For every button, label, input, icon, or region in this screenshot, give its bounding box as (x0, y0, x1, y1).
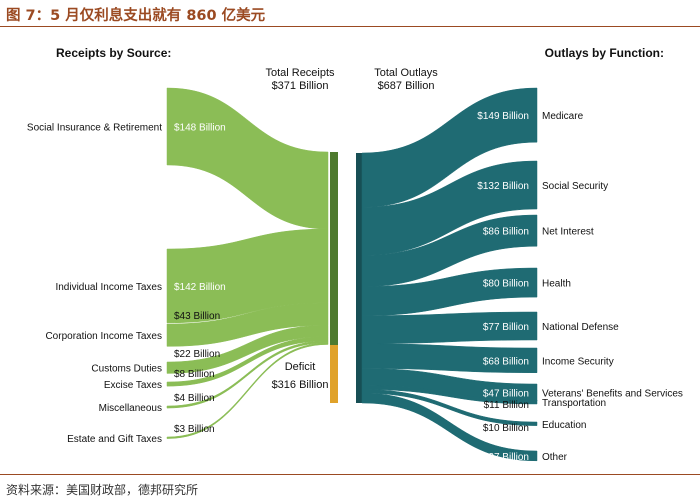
outlays-panel-title: Outlays by Function: (545, 46, 664, 60)
receipt-category-label-0: Social Insurance & Retirement (27, 122, 162, 133)
outlay-value-label-5: $68 Billion (483, 356, 529, 367)
outlay-category-label-8: Education (542, 420, 586, 431)
outlay-value-label-7: $11 Billion (484, 400, 529, 411)
outlay-value-label-3: $80 Billion (483, 279, 529, 290)
total-outlays-label: Total Outlays (374, 67, 438, 79)
receipt-value-label-6: $3 Billion (174, 424, 215, 435)
deficit-bar (330, 345, 338, 403)
receipt-category-label-4: Excise Taxes (104, 380, 162, 391)
outlay-category-label-9: Other (542, 452, 568, 463)
receipt-flow-0 (166, 87, 329, 230)
receipt-value-label-1: $142 Billion (174, 282, 226, 293)
receipt-category-label-1: Individual Income Taxes (55, 282, 162, 293)
receipt-category-label-6: Estate and Gift Taxes (67, 434, 162, 445)
outlay-category-label-1: Social Security (542, 181, 608, 192)
outlay-value-label-6: $47 Billion (483, 389, 529, 400)
source-note: 资料来源：美国财政部，德邦研究所 (6, 483, 199, 497)
outlay-category-label-3: Health (542, 279, 571, 290)
outlay-category-label-6: Veterans' Benefits and Services (542, 389, 683, 400)
receipts-panel-title: Receipts by Source: (56, 46, 171, 60)
outlay-flow-3 (361, 267, 538, 316)
outlay-flow-5 (361, 343, 538, 373)
receipt-value-label-0: $148 Billion (174, 122, 226, 133)
total-outlays-bar (356, 153, 362, 403)
outlay-flow-1 (361, 160, 538, 256)
outlay-category-label-4: National Defense (542, 322, 619, 333)
outlay-value-label-2: $86 Billion (483, 227, 529, 238)
receipt-category-label-3: Customs Duties (91, 364, 162, 375)
outlay-flow-8 (361, 389, 538, 426)
outlay-value-label-0: $149 Billion (477, 111, 529, 122)
outlay-flow-0 (361, 87, 538, 208)
outlay-value-label-8: $10 Billion (483, 423, 529, 434)
outlay-flow-2 (361, 214, 538, 287)
source-divider (0, 474, 700, 475)
outlay-value-label-4: $77 Billion (483, 322, 529, 333)
figure-title: 图 7：5 月仅利息支出就有 860 亿美元 (6, 8, 266, 24)
receipt-value-label-4: $8 Billion (174, 369, 215, 380)
outlay-category-label-7: Transportation (542, 398, 606, 409)
total-outlays-value: $687 Billion (378, 80, 435, 92)
receipt-value-label-2: $43 Billion (174, 311, 220, 322)
outlay-category-label-5: Income Security (542, 356, 614, 367)
receipt-category-label-5: Miscellaneous (99, 403, 162, 414)
outlay-category-label-0: Medicare (542, 111, 584, 122)
total-receipts-bar (330, 152, 338, 345)
total-receipts-value: $371 Billion (272, 80, 329, 92)
outlay-value-label-9: $27 Billion (483, 452, 529, 463)
outlay-flow-4 (361, 311, 538, 344)
title-divider (0, 26, 700, 27)
receipt-category-label-2: Corporation Income Taxes (45, 331, 162, 342)
receipt-flow-6 (166, 342, 329, 439)
outlay-category-label-2: Net Interest (542, 227, 594, 238)
deficit-label: Deficit (285, 361, 316, 373)
receipt-value-label-5: $4 Billion (174, 393, 215, 404)
total-receipts-label: Total Receipts (265, 67, 335, 79)
receipt-value-label-3: $22 Billion (174, 349, 220, 360)
deficit-value: $316 Billion (272, 379, 329, 391)
outlay-flow-9 (361, 392, 538, 462)
outlay-value-label-1: $132 Billion (477, 181, 529, 192)
outlay-flow-7 (361, 385, 538, 405)
